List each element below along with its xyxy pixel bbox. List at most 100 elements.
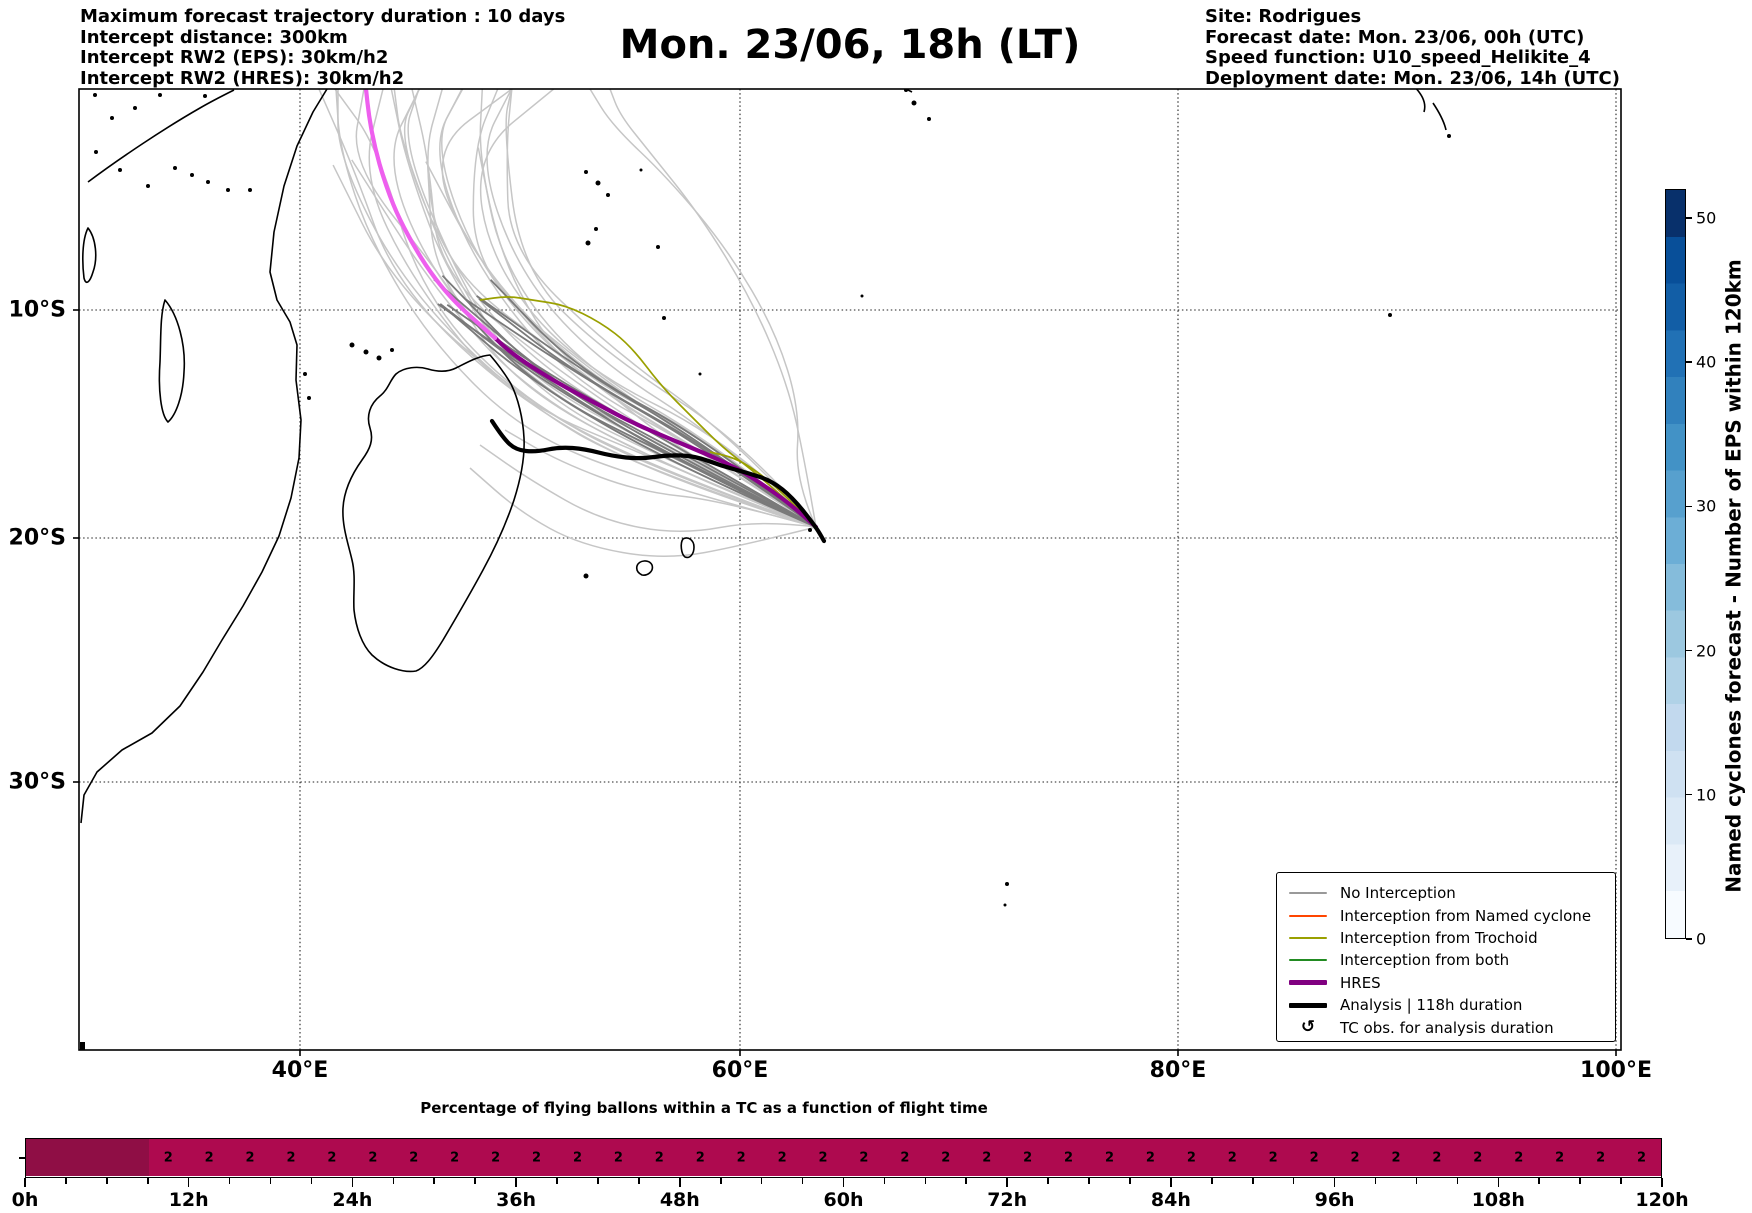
strip-minor-tick — [719, 1178, 722, 1184]
ensemble-member-line — [479, 444, 817, 532]
strip-value-label: 2 — [941, 1150, 951, 1166]
strip-minor-tick — [1579, 1178, 1581, 1184]
strip-value-label: 2 — [654, 1150, 664, 1166]
strip-y-tick — [19, 1157, 25, 1159]
colorbar-tick — [1686, 505, 1692, 507]
strip-value-label: 2 — [1514, 1150, 1524, 1166]
strip-minor-tick — [474, 1178, 476, 1184]
strip-value-label: 2 — [1309, 1150, 1319, 1166]
legend-line-swatch — [1289, 914, 1327, 917]
colorbar-tick-label: 10 — [1696, 785, 1717, 805]
coastline — [680, 537, 695, 559]
strip-value-label: 2 — [163, 1150, 173, 1166]
island-dot — [226, 188, 230, 192]
colorbar-tick-label: 40 — [1696, 352, 1717, 372]
hres-trajectory-north — [363, 89, 498, 341]
ensemble-member-line — [469, 467, 817, 557]
strip-value-label: 2 — [859, 1150, 869, 1166]
latitude-tick-label: 30°S — [8, 769, 66, 795]
strip-value-label: 2 — [777, 1150, 787, 1166]
strip-value-label: 2 — [982, 1150, 992, 1166]
island-dot — [206, 180, 210, 184]
island-dot — [173, 166, 177, 170]
hres-trajectory — [492, 335, 819, 530]
strip-minor-tick — [1211, 1178, 1213, 1184]
island-dot — [698, 372, 702, 376]
strip-value-label: 2 — [1268, 1150, 1278, 1166]
strip-value-label: 2 — [450, 1150, 460, 1166]
ensemble-member-line-dark — [441, 304, 817, 528]
island-dot — [639, 168, 643, 172]
island-dot — [583, 573, 589, 579]
island-dot — [307, 396, 311, 400]
strip-minor-tick — [1415, 1178, 1418, 1184]
island-dot — [190, 173, 194, 177]
strip-value-label: 2 — [1145, 1150, 1155, 1166]
strip-value-label: 2 — [613, 1150, 623, 1166]
legend-line — [1289, 959, 1327, 962]
coastline — [80, 89, 328, 824]
strip-minor-tick — [1251, 1178, 1254, 1184]
strip-major-tick — [1170, 1178, 1172, 1187]
island-dot — [1388, 313, 1392, 317]
strip-value-label: 2 — [491, 1150, 501, 1166]
legend-item: No Interception — [1289, 882, 1607, 904]
island-dot — [595, 180, 601, 186]
island-dot — [656, 245, 660, 249]
legend-item: Interception from both — [1289, 949, 1607, 971]
strip-hour-label: 36h — [496, 1189, 537, 1211]
ensemble-trajectories — [318, 89, 817, 557]
map-axis-ticks — [73, 309, 1617, 1056]
flight-time-bar — [25, 1138, 1662, 1178]
strip-segment-dark — [26, 1139, 149, 1177]
legend-label: Interception from Named cyclone — [1340, 906, 1592, 925]
strip-minor-tick — [597, 1178, 599, 1184]
legend-line-swatch — [1289, 892, 1327, 895]
longitude-tick-label: 100°E — [1580, 1058, 1652, 1083]
strip-title: Percentage of flying ballons within a TC… — [420, 1099, 988, 1117]
ensemble-member-line — [355, 89, 817, 528]
info-speed-function: Speed function: U10_speed_Helikite_4 — [1205, 47, 1591, 68]
coastline — [1432, 102, 1447, 131]
strip-hour-label: 108h — [1471, 1189, 1525, 1211]
strip-major-tick — [351, 1178, 354, 1187]
strip-major-tick — [1333, 1178, 1336, 1187]
strip-minor-tick — [760, 1178, 763, 1184]
island-dot — [110, 116, 114, 120]
ensemble-member-line-dark — [439, 303, 817, 528]
colorbar-tick-label: 30 — [1696, 496, 1717, 516]
strip-value-label: 2 — [736, 1150, 746, 1166]
colorbar-tick — [1686, 794, 1692, 796]
legend-label: Interception from Trochoid — [1340, 928, 1538, 947]
strip-minor-tick — [1456, 1178, 1459, 1184]
strip-hour-label: 60h — [823, 1189, 864, 1211]
legend-line — [1289, 980, 1327, 986]
legend-item: Interception from Trochoid — [1289, 927, 1607, 949]
colorbar-label: Named cyclones forecast - Number of EPS … — [1722, 259, 1746, 893]
island-dot — [146, 184, 150, 188]
colorbar-tick-label: 0 — [1696, 929, 1707, 949]
legend-item: Interception from Named cyclone — [1289, 904, 1607, 926]
strip-value-label: 2 — [327, 1150, 337, 1166]
ensemble-member-line-dark — [478, 298, 817, 528]
legend-line-swatch — [1289, 1002, 1327, 1008]
strip-major-tick — [679, 1178, 681, 1187]
ensemble-member-line — [609, 89, 817, 528]
island-dot — [203, 94, 207, 98]
page-title: Mon. 23/06, 18h (LT) — [619, 22, 1081, 68]
strip-minor-tick — [1374, 1178, 1377, 1184]
strip-hour-label: 12h — [168, 1189, 209, 1211]
strip-value-label: 2 — [1186, 1150, 1196, 1166]
legend-line-swatch — [1289, 980, 1327, 986]
strip-value-label: 2 — [368, 1150, 378, 1166]
strip-value-label: 2 — [1391, 1150, 1401, 1166]
strip-value-label: 2 — [245, 1150, 255, 1166]
strip-minor-tick — [965, 1178, 968, 1184]
strip-value-label: 2 — [286, 1150, 296, 1166]
param-intercept-distance: Intercept distance: 300km — [80, 26, 348, 48]
island-dot — [927, 117, 931, 121]
ensemble-member-line-dark — [441, 275, 817, 528]
info-forecast-date: Forecast date: Mon. 23/06, 00h (UTC) — [1205, 26, 1585, 48]
island-dot — [860, 294, 864, 298]
